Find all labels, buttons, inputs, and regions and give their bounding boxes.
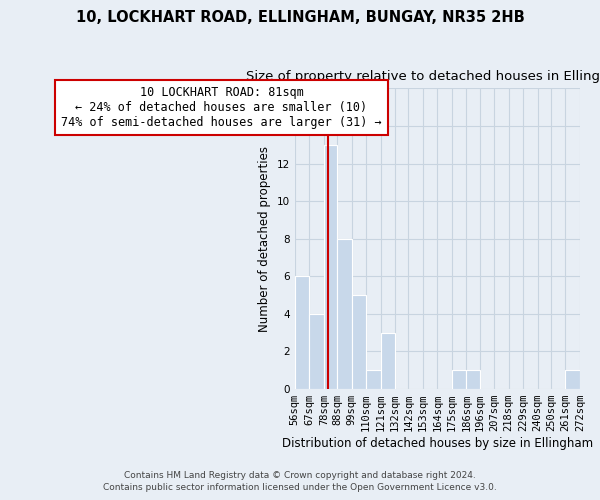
X-axis label: Distribution of detached houses by size in Ellingham: Distribution of detached houses by size … <box>282 437 593 450</box>
Bar <box>466 370 479 389</box>
Text: 10 LOCKHART ROAD: 81sqm
← 24% of detached houses are smaller (10)
74% of semi-de: 10 LOCKHART ROAD: 81sqm ← 24% of detache… <box>61 86 382 128</box>
Bar <box>380 332 395 389</box>
Bar <box>352 295 366 389</box>
Bar <box>295 276 309 389</box>
Bar <box>337 238 352 389</box>
Bar <box>565 370 580 389</box>
Text: Contains HM Land Registry data © Crown copyright and database right 2024.
Contai: Contains HM Land Registry data © Crown c… <box>103 471 497 492</box>
Bar <box>309 314 324 389</box>
Title: Size of property relative to detached houses in Ellingham: Size of property relative to detached ho… <box>245 70 600 83</box>
Bar <box>324 144 337 389</box>
Y-axis label: Number of detached properties: Number of detached properties <box>258 146 271 332</box>
Text: 10, LOCKHART ROAD, ELLINGHAM, BUNGAY, NR35 2HB: 10, LOCKHART ROAD, ELLINGHAM, BUNGAY, NR… <box>76 10 524 25</box>
Bar <box>452 370 466 389</box>
Bar <box>366 370 380 389</box>
